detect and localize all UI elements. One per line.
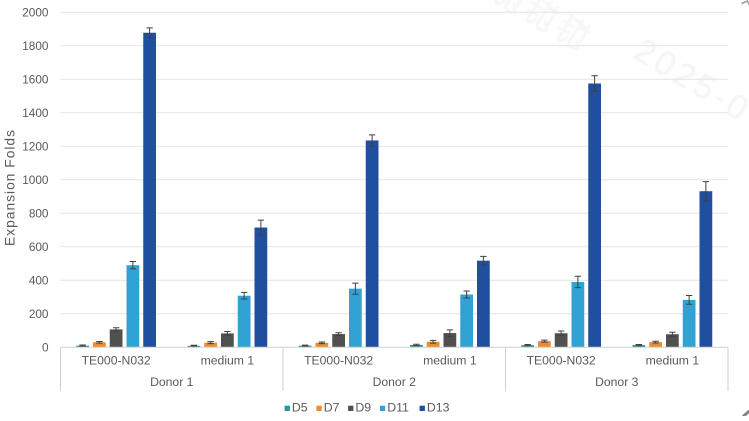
svg-text:800: 800	[29, 207, 49, 221]
svg-text:D11: D11	[387, 401, 409, 415]
svg-text:1200: 1200	[22, 140, 49, 154]
svg-text:D9: D9	[355, 401, 371, 415]
svg-text:medium 1: medium 1	[646, 354, 700, 368]
svg-text:D13: D13	[427, 401, 450, 415]
svg-text:TE000-N032: TE000-N032	[82, 354, 151, 368]
svg-text:D7: D7	[324, 401, 340, 415]
svg-text:200: 200	[29, 307, 49, 321]
svg-text:1000: 1000	[22, 173, 49, 187]
svg-text:600: 600	[29, 240, 49, 254]
svg-text:1600: 1600	[22, 73, 49, 87]
svg-text:2000: 2000	[22, 6, 49, 20]
svg-text:medium 1: medium 1	[423, 354, 477, 368]
svg-text:0: 0	[42, 341, 49, 355]
svg-text:1400: 1400	[22, 106, 49, 120]
svg-text:Expansion Folds: Expansion Folds	[2, 129, 17, 246]
svg-text:Donor 3: Donor 3	[595, 375, 639, 389]
svg-text:400: 400	[29, 274, 49, 288]
svg-text:medium 1: medium 1	[201, 354, 255, 368]
svg-text:Donor 1: Donor 1	[150, 375, 194, 389]
svg-text:D5: D5	[292, 401, 308, 415]
svg-text:Donor 2: Donor 2	[373, 375, 417, 389]
svg-text:TE000-N032: TE000-N032	[304, 354, 373, 368]
svg-text:1800: 1800	[22, 39, 49, 53]
svg-text:TE000-N032: TE000-N032	[527, 354, 596, 368]
